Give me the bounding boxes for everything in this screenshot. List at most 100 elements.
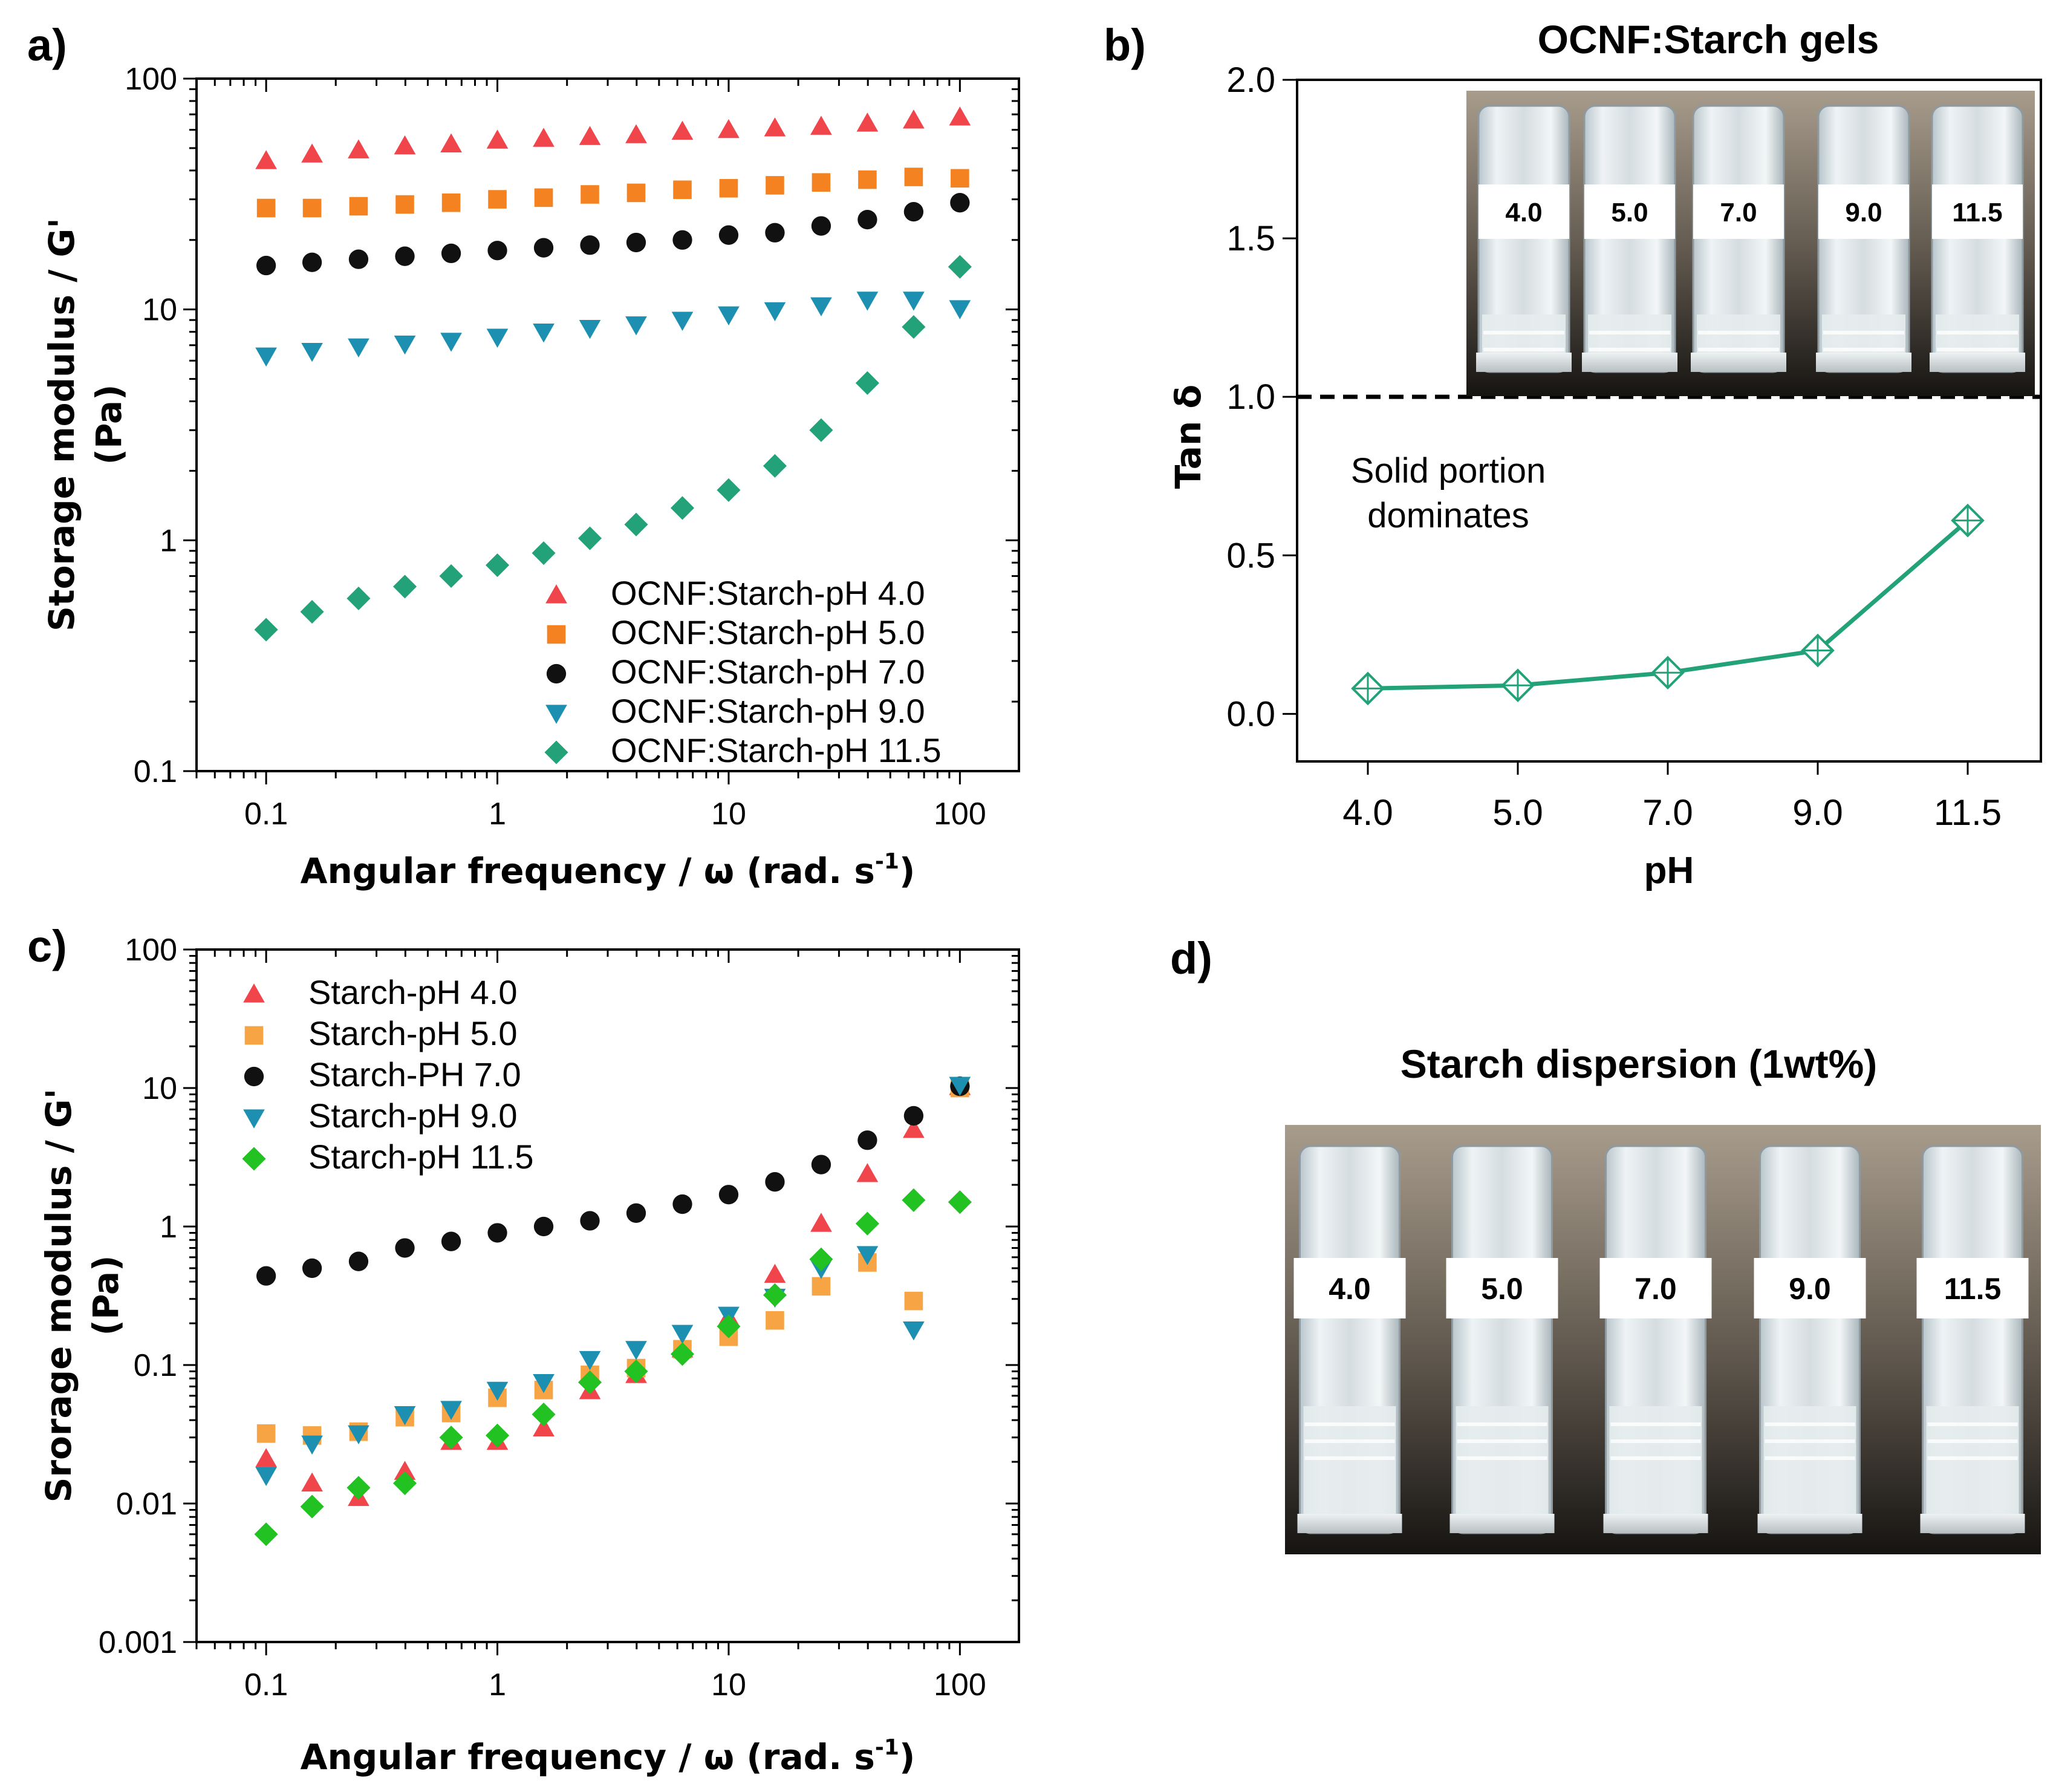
y-tick-label: 0.1: [134, 754, 177, 789]
data-point: [441, 1231, 461, 1251]
x-tick-label: 0.1: [244, 797, 288, 832]
vial-label-card: [1584, 184, 1675, 239]
legend-marker: [244, 1066, 264, 1087]
data-point: [811, 1155, 831, 1175]
data-point: [809, 418, 833, 442]
data-point: [579, 319, 601, 339]
data-point: [579, 126, 601, 145]
data-point: [903, 1321, 925, 1341]
data-point: [255, 347, 277, 367]
chart-a-axes: 0.1 1 10 100 0.1 1 10 100: [125, 62, 1019, 832]
data-point: [766, 1311, 784, 1330]
data-point: [950, 193, 970, 213]
data-point: [392, 575, 417, 599]
data-point: [348, 338, 369, 358]
photo-b-vials: 4.0 5.0 7.0 9.0 11.5: [1476, 105, 2025, 373]
chart-b-title: OCNF:Starch gels: [1538, 17, 1879, 62]
data-point: [625, 124, 647, 143]
x-tick-label: 100: [934, 797, 986, 832]
data-point: [300, 1494, 324, 1519]
series-ocnf-starch-ph-5-0: [256, 168, 969, 218]
legend-label: OCNF:Starch-pH 9.0: [611, 692, 925, 730]
legend-label: Starch-pH 11.5: [308, 1138, 533, 1176]
data-point: [949, 1077, 971, 1096]
vial-label-card: [1932, 184, 2023, 239]
data-point: [301, 1435, 323, 1455]
vial-label-card: [1599, 1258, 1712, 1318]
tan-delta-point: [1801, 633, 1835, 668]
data-point: [301, 143, 323, 163]
vial-label: 7.0: [1720, 198, 1757, 227]
data-point: [533, 238, 554, 258]
x-tick-label: 11.5: [1934, 792, 2002, 833]
x-tick-label: 100: [934, 1667, 986, 1702]
data-point: [300, 600, 324, 624]
series-ocnf-starch-ph-4-0: [255, 106, 971, 169]
legend-label: OCNF:Starch-pH 11.5: [611, 731, 942, 769]
tan-delta-point: [1651, 656, 1685, 690]
panel-label-d: d): [1170, 933, 1212, 983]
vial-label: 11.5: [1952, 198, 2002, 227]
data-point: [395, 1238, 415, 1258]
legend-marker: [547, 625, 566, 644]
data-point: [671, 1324, 694, 1344]
y-tick-label: 0.001: [99, 1625, 177, 1660]
data-point: [533, 1417, 555, 1437]
chart-b-frame: [1296, 79, 2042, 763]
chart-b-plot-area: [1351, 503, 1985, 706]
data-point: [857, 209, 877, 230]
data-point: [858, 170, 877, 189]
data-point: [717, 478, 741, 502]
data-point: [673, 180, 692, 200]
vial-label: 9.0: [1789, 1272, 1831, 1306]
data-point: [949, 300, 971, 319]
chart-b-annotation-line2: dominates: [1367, 496, 1529, 535]
data-point: [671, 120, 694, 140]
panel-d-starch-photo: Starch dispersion (1wt%) 4.0 5.0 7.0 9.0 11.…: [1285, 1041, 2041, 1554]
x-tick-label: 1: [489, 1667, 506, 1702]
vial-label: 4.0: [1505, 198, 1542, 227]
data-point: [717, 1314, 741, 1338]
data-point: [441, 193, 461, 212]
data-point: [532, 541, 556, 565]
data-point: [394, 1406, 416, 1425]
legend-label: OCNF:Starch-pH 5.0: [611, 613, 925, 651]
data-point: [624, 1359, 648, 1384]
data-point: [856, 112, 879, 132]
y-tick-label: 2.0: [1226, 60, 1275, 100]
data-point: [441, 243, 461, 264]
data-point: [392, 1471, 417, 1496]
y-tick-label: 100: [125, 933, 177, 968]
legend-marker: [243, 983, 265, 1003]
data-point: [903, 1119, 925, 1138]
data-point: [256, 1266, 276, 1286]
legend-label: Starch-pH 5.0: [308, 1014, 518, 1052]
data-point: [902, 1188, 926, 1212]
data-point: [718, 119, 740, 138]
legend-marker: [242, 1147, 266, 1171]
data-point: [902, 315, 926, 339]
chart-b-x-axis-label: pH: [1644, 850, 1694, 891]
vial-label-card: [1446, 1258, 1558, 1318]
data-point: [672, 1194, 692, 1214]
data-point: [764, 302, 786, 322]
chart-b-y-axis-label: Tan δ: [1168, 385, 1209, 489]
vial-label-card: [1479, 184, 1569, 239]
data-point: [302, 198, 322, 218]
y-tick-label: 0.1: [134, 1348, 177, 1383]
legend-label: Starch-pH 9.0: [308, 1096, 518, 1135]
vial-label-card: [1693, 184, 1784, 239]
data-point: [255, 1467, 277, 1487]
data-point: [486, 129, 509, 149]
data-point: [440, 333, 462, 352]
data-point: [577, 1370, 602, 1395]
data-point: [488, 190, 507, 209]
x-tick-label: 9.0: [1792, 792, 1843, 833]
data-point: [346, 1476, 371, 1500]
y-tick-label: 1: [160, 523, 177, 558]
data-point: [579, 1351, 601, 1370]
data-point: [718, 225, 739, 245]
data-point: [764, 117, 786, 137]
data-point: [812, 173, 831, 192]
data-point: [763, 454, 787, 478]
